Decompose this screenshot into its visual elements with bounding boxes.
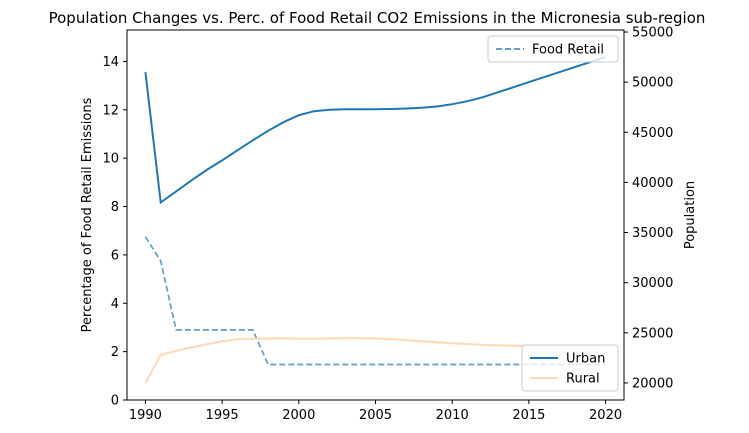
chart-title: Population Changes vs. Perc. of Food Ret… [49, 9, 706, 27]
series-line-urban [144, 56, 606, 205]
legend-population: Urban Rural [521, 344, 619, 392]
x-tick-label: 2015 [512, 408, 545, 423]
left-axis-ticks: 0 2 4 6 8 10 12 14 [102, 55, 127, 409]
x-tick-label: 2005 [359, 408, 392, 423]
right-tick-label: 45000 [632, 126, 673, 141]
left-tick-label: 2 [111, 345, 119, 360]
right-tick-label: 40000 [632, 176, 673, 191]
legend-box [487, 35, 619, 63]
x-tick-label: 2020 [589, 408, 622, 423]
right-tick-label: 20000 [632, 376, 673, 391]
legend-label: Food Retail [532, 43, 604, 58]
series-line-food-retail [144, 236, 606, 366]
x-tick-label: 1990 [129, 408, 162, 423]
right-tick-label: 50000 [632, 76, 673, 91]
right-tick-label: 55000 [632, 26, 673, 41]
plot-area [144, 56, 606, 384]
legend-label: Rural [566, 372, 600, 387]
right-axis-label: Population [683, 181, 698, 249]
x-tick-label: 2000 [282, 408, 315, 423]
left-tick-label: 4 [111, 297, 119, 312]
right-tick-label: 30000 [632, 276, 673, 291]
left-tick-label: 12 [102, 103, 119, 118]
left-tick-label: 10 [102, 152, 119, 167]
right-tick-label: 35000 [632, 226, 673, 241]
left-tick-label: 0 [111, 394, 119, 409]
x-tick-label: 1995 [206, 408, 239, 423]
right-tick-label: 25000 [632, 326, 673, 341]
x-tick-label: 2010 [436, 408, 469, 423]
legend-box [521, 344, 619, 392]
left-tick-label: 14 [102, 55, 119, 70]
legend-label: Urban [566, 352, 605, 367]
x-axis-ticks: 1990 1995 2000 2005 2010 2015 2020 [129, 400, 622, 423]
left-axis-label: Percentage of Food Retail Emissions [80, 97, 95, 332]
left-tick-label: 6 [111, 248, 119, 263]
right-axis-ticks: 20000 25000 30000 35000 40000 45000 50000 55000 [624, 26, 673, 391]
left-tick-label: 8 [111, 200, 119, 215]
legend-food-retail: Food Retail [487, 35, 619, 63]
